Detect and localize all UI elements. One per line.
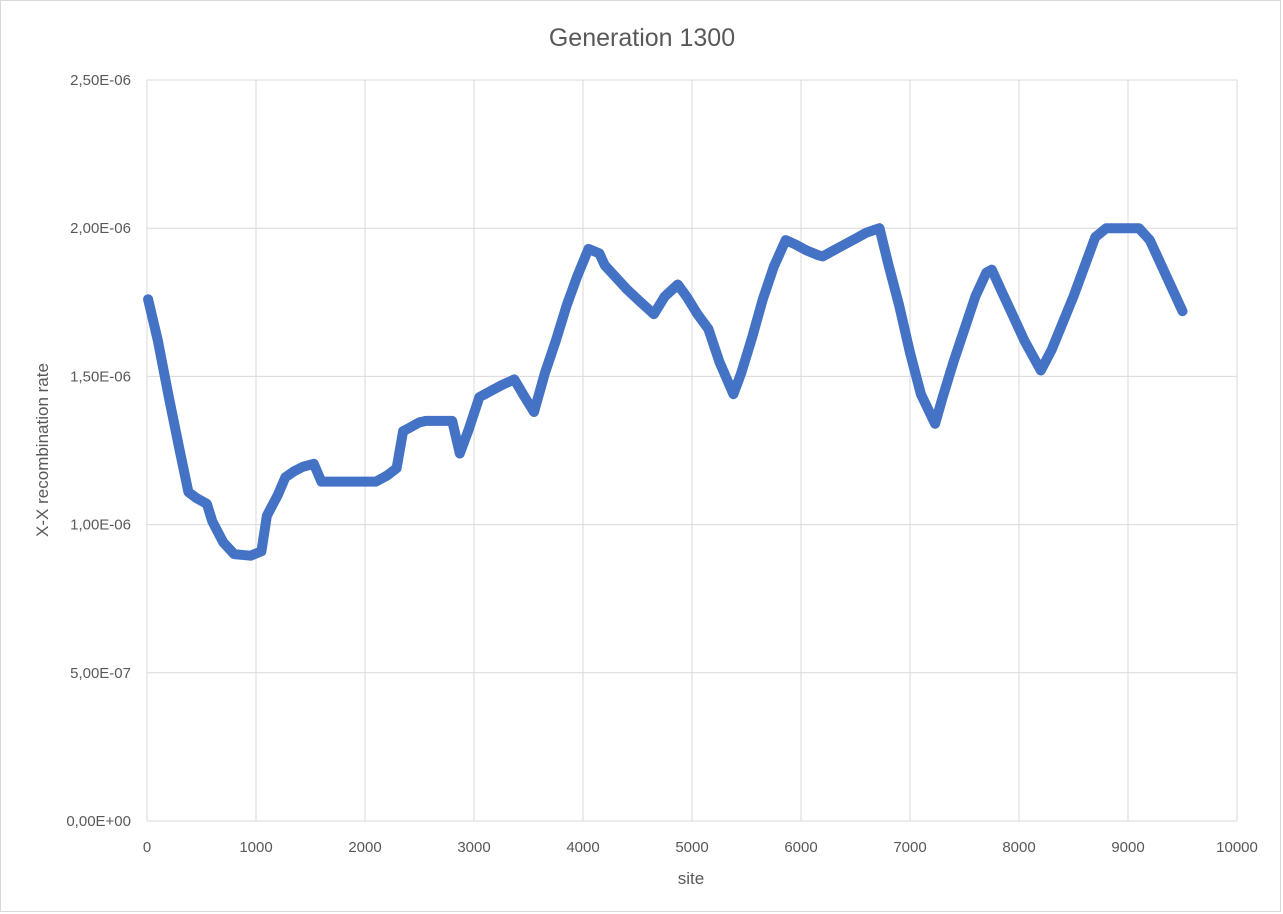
x-tick-label: 7000 [893, 839, 926, 856]
x-tick-label: 0 [143, 839, 151, 856]
x-tick-label: 9000 [1111, 839, 1144, 856]
x-tick-label: 3000 [457, 839, 490, 856]
chart-title: Generation 1300 [549, 24, 735, 52]
y-tick-label: 0,00E+00 [66, 813, 131, 830]
x-tick-label: 10000 [1216, 839, 1258, 856]
x-tick-label: 6000 [784, 839, 817, 856]
y-tick-label: 1,50E-06 [70, 368, 131, 385]
y-axis-ticks: 0,00E+00 5,00E-07 1,00E-06 1,50E-06 2,00E-06… [66, 72, 131, 830]
y-tick-label: 2,50E-06 [70, 72, 131, 89]
y-axis-label: X-X recombination rate [33, 363, 52, 537]
x-tick-label: 5000 [675, 839, 708, 856]
x-tick-label: 4000 [566, 839, 599, 856]
x-axis-label: site [678, 869, 704, 888]
x-tick-label: 8000 [1002, 839, 1035, 856]
x-axis-ticks: 0 1000 2000 3000 4000 5000 6000 7000 8000 9000 100… [143, 839, 1258, 856]
gridlines [146, 79, 1238, 822]
y-tick-label: 1,00E-06 [70, 517, 131, 534]
series-line [143, 223, 1188, 561]
y-tick-label: 2,00E-06 [70, 220, 131, 237]
y-tick-label: 5,00E-07 [70, 665, 131, 682]
x-tick-label: 2000 [348, 839, 381, 856]
x-tick-label: 1000 [239, 839, 272, 856]
